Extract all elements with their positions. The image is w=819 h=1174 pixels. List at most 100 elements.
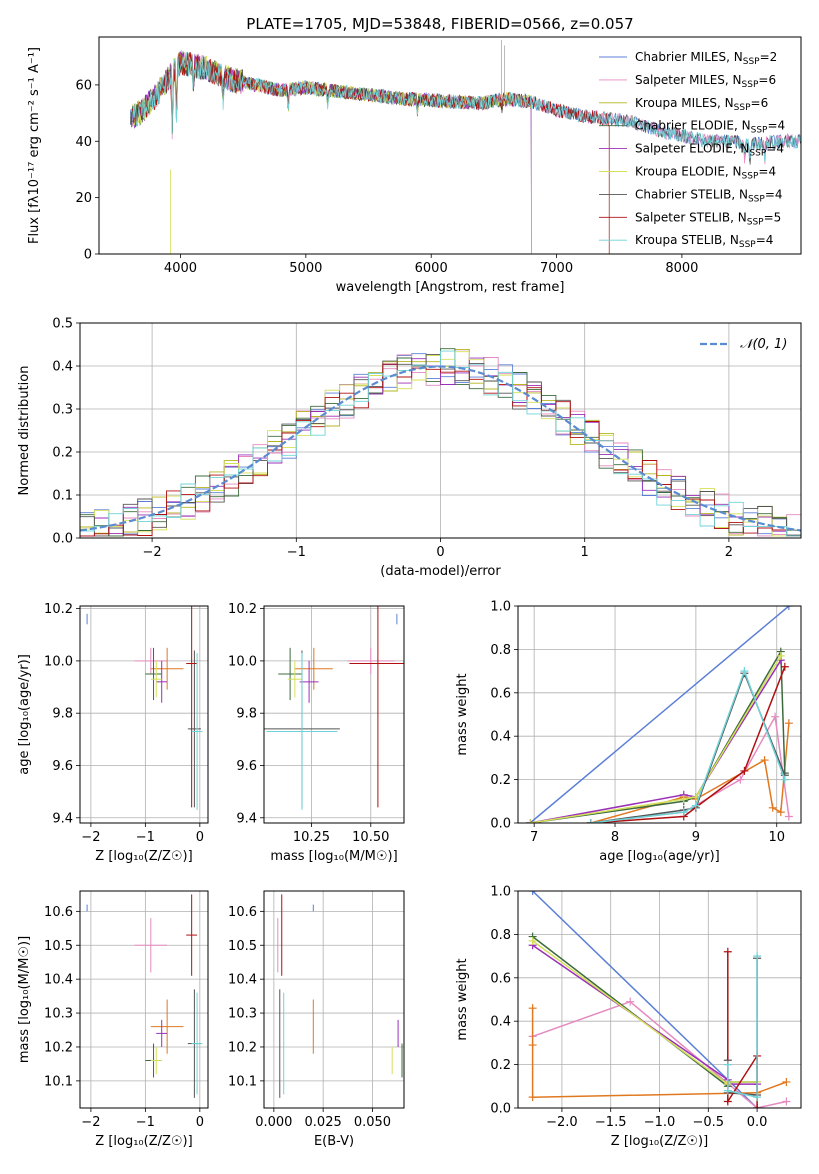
- legend-name: Kroupa STELIB, N: [635, 233, 739, 247]
- plus-marker: [771, 712, 780, 721]
- plot-area: [528, 891, 791, 1108]
- plus-marker: [776, 651, 785, 660]
- legend-name: Chabrier MILES, N: [635, 50, 743, 64]
- y-tick-label: 10.1: [228, 1074, 257, 1089]
- legend-label: Chabrier ELODIE, NSSP=4: [635, 119, 785, 136]
- x-tick-label: 5000: [289, 261, 322, 276]
- x-tick-label: 0: [196, 1115, 204, 1130]
- axes-frame: [517, 890, 802, 1109]
- histogram-series: [80, 363, 801, 537]
- weight-line: [529, 655, 782, 823]
- y-tick-label: 10.4: [228, 973, 257, 988]
- chart-mass_vs_ebv: 0.000 0.025 0.050 10.1 10.2 10.3 10.4 10.5 10.6 E…: [228, 890, 405, 1149]
- weight-series: [723, 954, 762, 1099]
- plus-marker: [528, 936, 537, 945]
- x-tick-label: −1.5: [595, 1115, 627, 1130]
- spectrum-line: [131, 52, 610, 254]
- x-tick-label: −1.0: [644, 1115, 676, 1130]
- axes-frame: [79, 605, 209, 824]
- legend-label: 𝒩(0, 1): [740, 337, 787, 352]
- y-tick-label: 1.0: [490, 600, 511, 615]
- y-tick-label: 0.0: [490, 1102, 511, 1117]
- x-tick-label: 2: [725, 545, 733, 560]
- axes-frame: [79, 322, 802, 539]
- y-tick-label: 10.0: [228, 654, 257, 669]
- weight-line: [727, 956, 758, 1099]
- chart-residuals: −2 −1 0 1 2 0.0 0.1 0.2 0.3 0.4 0.5 (data-model)/er…: [17, 317, 802, 579]
- data-point: [349, 606, 404, 808]
- weight-series: [586, 667, 789, 823]
- x-axis-label: mass [log₁₀(M/M☉)]: [270, 849, 397, 864]
- y-axis-label: mass [log₁₀(M/M☉)]: [17, 936, 32, 1063]
- y-axis-label: Flux [fλ10⁻¹⁷ erg cm⁻² s⁻¹ A⁻¹]: [27, 47, 42, 244]
- y-axis-label: mass weight: [455, 958, 470, 1040]
- x-axis-label: Z [log₁₀(Z/Z☉)]: [95, 849, 192, 864]
- weight-line: [532, 1000, 787, 1108]
- axes-frame: [79, 890, 209, 1109]
- histogram-series: [80, 350, 801, 537]
- x-tick-label: 10: [768, 830, 785, 845]
- weight-series: [526, 656, 785, 823]
- plus-marker: [723, 1060, 732, 1069]
- y-tick-label: 10.5: [44, 939, 73, 954]
- plus-marker: [760, 756, 769, 765]
- weight-series: [528, 932, 762, 1091]
- y-tick-label: 0.4: [490, 1015, 511, 1030]
- y-axis-label: Normed distribution: [17, 366, 32, 496]
- legend-sub: SSP: [734, 103, 751, 113]
- data-point: [156, 1019, 168, 1047]
- data-point: [186, 606, 198, 808]
- plus-marker: [782, 1097, 791, 1106]
- chart-weight_vs_Z: −2.0 −1.5 −1.0 −0.5 0.0 0.0 0.2 0.4 0.6 0.8 1.0 Z […: [455, 885, 802, 1149]
- weight-line: [532, 891, 758, 1108]
- x-tick-label: 0.025: [305, 1115, 342, 1130]
- y-tick-label: 9.6: [236, 759, 257, 774]
- data-point: [187, 650, 201, 808]
- axes-frame: [517, 605, 802, 824]
- y-tick-label: 9.4: [52, 811, 73, 826]
- y-tick-label: 0.1: [52, 489, 73, 504]
- plus-marker: [528, 1041, 537, 1050]
- plot-area: [526, 606, 793, 823]
- chart-age_vs_Z: −2 −1 0 9.4 9.6 9.8 10.0 10.2 Z [log₁₀(Z/Z☉)] age…: [17, 602, 209, 864]
- x-tick-label: −0.5: [693, 1115, 725, 1130]
- data-point: [294, 647, 333, 690]
- normal-reference-curve: [80, 365, 801, 532]
- y-tick-label: 0: [84, 248, 92, 263]
- x-tick-label: 10.50: [352, 830, 389, 845]
- plus-marker: [776, 808, 785, 817]
- legend-suffix: =4: [758, 165, 776, 179]
- chart-weight_vs_age: 7 8 9 10 0.0 0.2 0.4 0.6 0.8 1.0 age [log₁₀(age/yr…: [455, 600, 802, 864]
- x-tick-label: 8000: [665, 261, 698, 276]
- data-point: [150, 1046, 162, 1075]
- plot-area: [264, 606, 404, 810]
- data-point: [150, 660, 162, 698]
- y-tick-label: 0.0: [490, 817, 511, 832]
- x-axis-label: age [log₁₀(age/yr)]: [599, 849, 720, 864]
- plus-marker: [740, 667, 749, 676]
- y-tick-label: 40: [75, 135, 92, 150]
- plus-marker: [723, 947, 732, 956]
- y-tick-label: 0.4: [490, 730, 511, 745]
- spectrum-line: [132, 51, 801, 162]
- y-tick-label: 9.6: [52, 759, 73, 774]
- x-tick-label: 4000: [164, 261, 197, 276]
- plus-marker: [740, 766, 749, 775]
- plus-marker: [528, 891, 537, 895]
- legend-label: Kroupa ELODIE, NSSP=4: [635, 165, 776, 182]
- x-tick-label: 0.050: [354, 1115, 391, 1130]
- plot-area: [86, 606, 203, 810]
- legend-suffix: =4: [767, 119, 785, 133]
- data-point: [156, 660, 168, 703]
- x-tick-label: 0: [196, 830, 204, 845]
- y-tick-label: 10.4: [44, 973, 73, 988]
- data-point: [134, 918, 168, 973]
- x-tick-label: −1: [136, 830, 155, 845]
- x-tick-label: 7000: [540, 261, 573, 276]
- axes-frame: [98, 36, 802, 255]
- y-tick-label: 0.4: [52, 360, 73, 375]
- x-axis-label: wavelength [Angstrom, rest frame]: [336, 280, 565, 295]
- legend-suffix: =6: [751, 96, 769, 110]
- x-tick-label: 6000: [415, 261, 448, 276]
